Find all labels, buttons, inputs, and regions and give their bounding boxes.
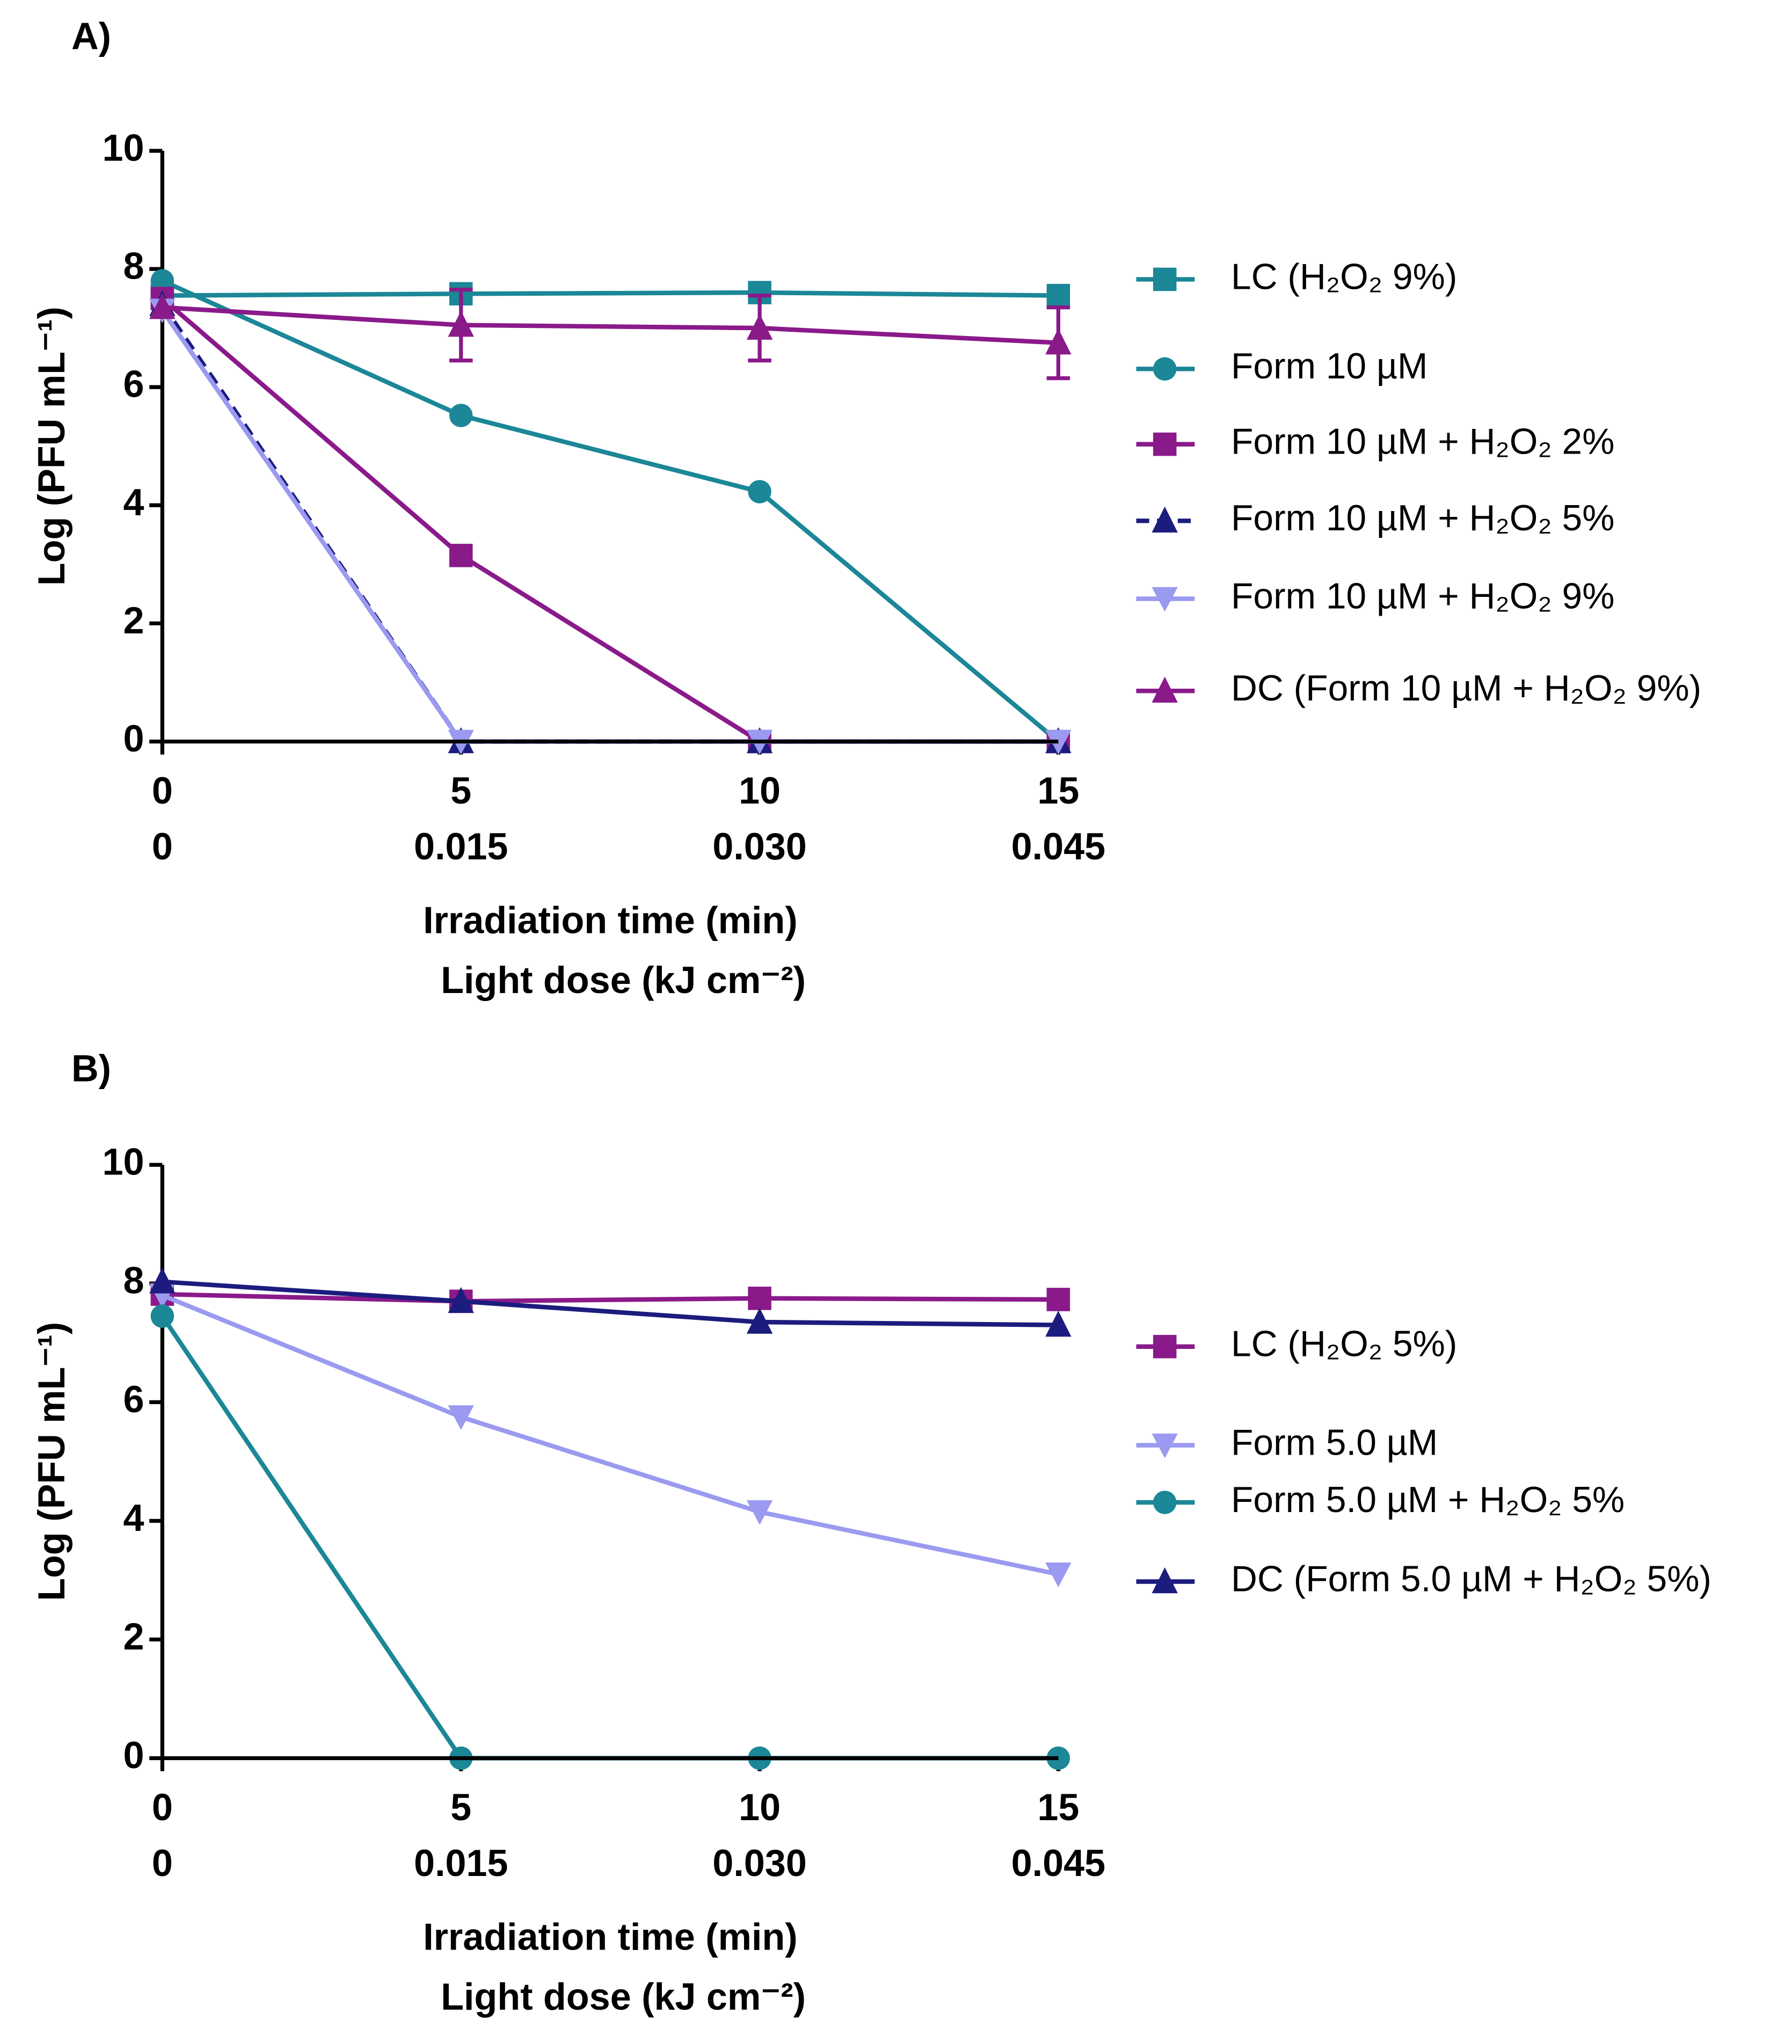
series-line (160, 1315, 1059, 1761)
marker (149, 293, 176, 319)
legend-marker (1153, 267, 1177, 291)
x2-tick-label: 0 (152, 1842, 173, 1884)
legend-label: Form 10 µM (1231, 346, 1427, 386)
y-tick-label: 8 (123, 245, 144, 287)
legend-marker (1152, 587, 1178, 612)
marker (748, 480, 771, 503)
series-line (162, 1279, 1059, 1327)
legend-label: Form 10 µM + H₂O₂ 9% (1231, 576, 1614, 616)
marker (449, 544, 473, 567)
marker (1045, 328, 1072, 355)
legend-marker (1152, 506, 1178, 533)
marker (748, 1287, 771, 1310)
legend-label: Form 5.0 µM (1231, 1422, 1438, 1463)
marker (1045, 1310, 1072, 1337)
marker (1046, 283, 1070, 308)
series-line (160, 309, 1059, 744)
marker (150, 1304, 174, 1328)
x2-tick-label: 0.015 (414, 1842, 508, 1884)
marker (448, 1405, 474, 1430)
legend-marker (1152, 1567, 1178, 1594)
series-line (161, 296, 1059, 744)
x-tick-label: 10 (739, 770, 781, 812)
marker (746, 1308, 773, 1334)
y-tick-label: 0 (123, 718, 144, 760)
legend-label: Form 10 µM + H₂O₂ 2% (1231, 422, 1614, 462)
x2-tick-label: 0.045 (1011, 1842, 1105, 1884)
y-tick-label: 6 (123, 1378, 144, 1420)
x2-axis-label: Light dose (kJ cm⁻²) (441, 959, 806, 1001)
marker (448, 1287, 474, 1313)
y-tick-label: 0 (123, 1734, 144, 1776)
marker (1045, 1563, 1072, 1587)
x2-tick-label: 0.045 (1011, 826, 1105, 867)
legend-marker (1153, 432, 1177, 456)
legend-label: DC (Form 5.0 µM + H₂O₂ 5%) (1231, 1559, 1711, 1599)
x-tick-label: 15 (1037, 770, 1079, 812)
legend-label: LC (H₂O₂ 5%) (1231, 1324, 1457, 1364)
series-line (162, 305, 1059, 345)
panel-label: B) (71, 1047, 111, 1089)
legend-marker (1153, 357, 1177, 381)
legend-marker (1152, 676, 1178, 703)
y-tick-label: 2 (123, 600, 144, 641)
legend-marker (1153, 1334, 1177, 1359)
y-tick-label: 4 (123, 1497, 144, 1539)
x-axis-label: Irradiation time (min) (423, 900, 797, 941)
y-tick-label: 6 (123, 363, 144, 405)
x2-tick-label: 0.015 (414, 826, 508, 867)
x-tick-label: 5 (450, 1786, 471, 1828)
marker (746, 1500, 773, 1525)
marker (448, 311, 474, 337)
series-line (160, 303, 1059, 744)
y-tick-label: 2 (123, 1616, 144, 1658)
marker (746, 313, 773, 340)
y-tick-label: 8 (123, 1260, 144, 1302)
x2-tick-label: 0 (152, 826, 173, 867)
marker (149, 1267, 176, 1294)
x-tick-label: 5 (450, 770, 471, 812)
x2-tick-label: 0.030 (712, 826, 806, 867)
x2-axis-label: Light dose (kJ cm⁻²) (441, 1976, 806, 2018)
legend-label: LC (H₂O₂ 9%) (1231, 257, 1457, 297)
y-tick-label: 10 (102, 1141, 144, 1183)
legend-label: DC (Form 10 µM + H₂O₂ 9%) (1231, 668, 1701, 709)
marker (1046, 1288, 1070, 1311)
x-tick-label: 15 (1037, 1786, 1079, 1828)
series-line (162, 290, 1059, 298)
x-tick-label: 10 (739, 1786, 781, 1828)
y-tick-label: 10 (102, 127, 144, 169)
x-tick-label: 0 (152, 1786, 173, 1828)
legend-label: Form 10 µM + H₂O₂ 5% (1231, 498, 1614, 538)
y-axis-label: Log (PFU mL⁻¹) (31, 1322, 72, 1601)
x-axis-label: Irradiation time (min) (423, 1916, 797, 1958)
panel-label: A) (71, 15, 111, 57)
series-line (161, 1293, 1059, 1576)
marker (150, 269, 174, 293)
legend-marker (1152, 1433, 1178, 1458)
y-tick-label: 4 (123, 481, 144, 523)
legend-marker (1153, 1491, 1177, 1514)
marker (449, 404, 473, 427)
x-tick-label: 0 (152, 770, 173, 812)
series-line (162, 1291, 1059, 1304)
y-axis-label: Log (PFU mL⁻¹) (31, 306, 72, 586)
legend-label: Form 5.0 µM + H₂O₂ 5% (1231, 1480, 1625, 1520)
series-line (161, 279, 1060, 743)
x2-tick-label: 0.030 (712, 1842, 806, 1884)
